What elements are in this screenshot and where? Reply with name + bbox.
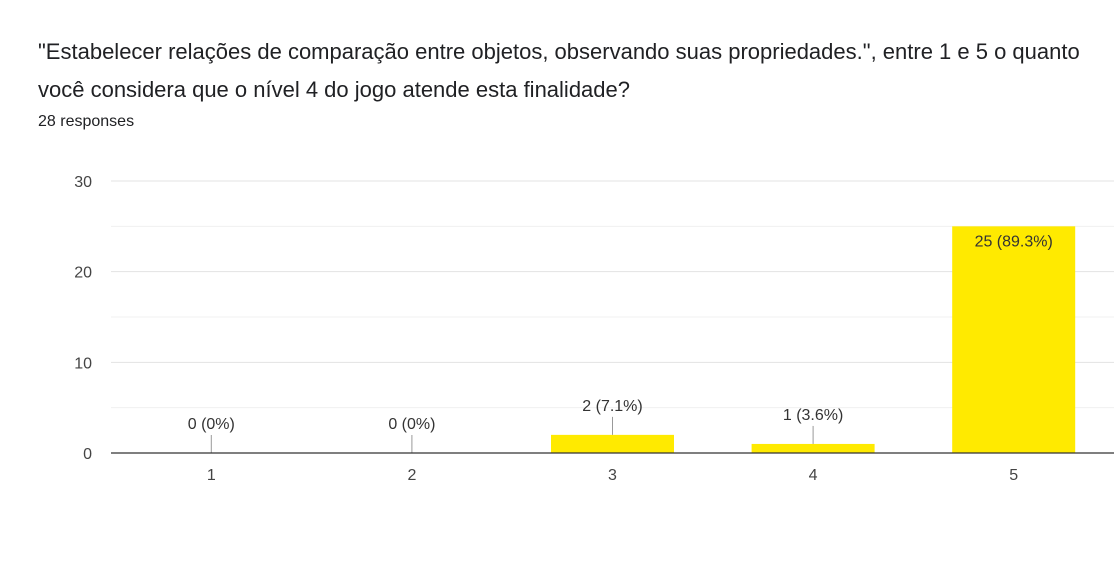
y-tick-label: 0	[83, 446, 92, 463]
data-labels: 0 (0%) 0 (0%) 2 (7.1%) 1 (3.6%) 25 (89.3%)	[188, 233, 1053, 433]
response-count: 28 responses	[38, 113, 135, 130]
x-tick-label: 2	[407, 467, 416, 484]
bar[interactable]	[551, 434, 674, 453]
y-tick-label: 30	[74, 174, 92, 191]
data-label: 2 (7.1%)	[582, 398, 642, 415]
gridlines	[111, 180, 1114, 409]
y-axis-ticks: 0 10 20 30	[74, 174, 92, 463]
x-tick-label: 5	[1009, 467, 1018, 484]
y-tick-label: 20	[74, 265, 92, 282]
bars	[551, 226, 1076, 453]
x-tick-label: 1	[207, 467, 216, 484]
data-label: 1 (3.6%)	[783, 407, 843, 424]
data-label: 0 (0%)	[188, 416, 235, 433]
data-label: 25 (89.3%)	[975, 233, 1053, 250]
x-tick-label: 3	[608, 467, 617, 484]
question-title: "Estabelecer relações de comparação entr…	[38, 39, 1080, 102]
x-axis-ticks: 1 2 3 4 5	[207, 467, 1018, 484]
bar[interactable]	[751, 443, 875, 453]
bar[interactable]	[952, 226, 1076, 453]
y-tick-label: 10	[74, 355, 92, 372]
x-tick-label: 4	[809, 467, 818, 484]
data-label: 0 (0%)	[388, 416, 435, 433]
data-label-leaders	[210, 416, 814, 453]
